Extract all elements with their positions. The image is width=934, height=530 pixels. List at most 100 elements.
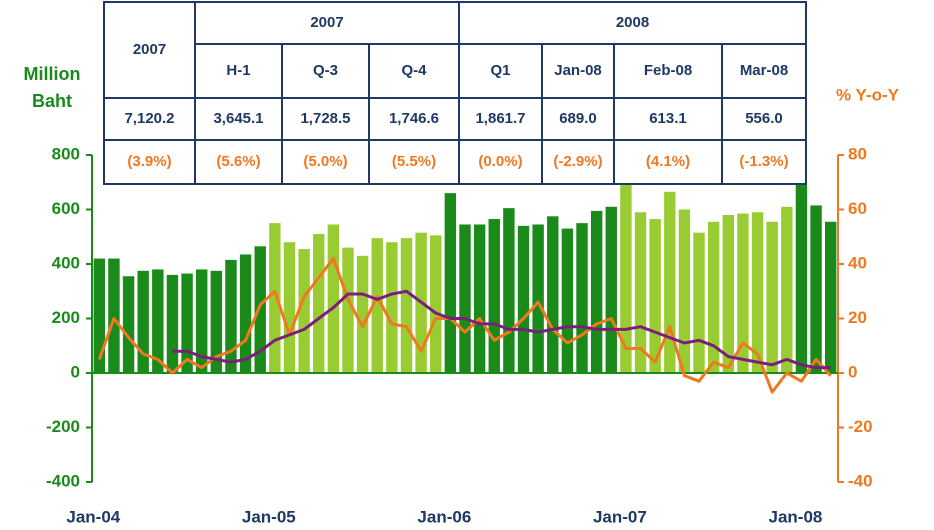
table-corner: 2007	[133, 41, 166, 58]
bar	[400, 238, 413, 373]
y2-tick-label: -20	[848, 417, 873, 436]
table-change: (5.6%)	[216, 153, 260, 170]
y-tick-label: -400	[46, 471, 80, 490]
bar	[298, 249, 310, 373]
bar	[693, 232, 705, 373]
table-column: Q-4	[401, 62, 427, 79]
bar	[210, 270, 223, 373]
x-tick-label: Jan-07	[593, 507, 647, 526]
y-tick-label: 600	[52, 199, 80, 218]
bar	[576, 223, 588, 373]
table-change: (3.9%)	[127, 153, 171, 170]
bar	[459, 224, 471, 373]
bar	[547, 216, 559, 373]
bar	[488, 219, 500, 373]
y2-tick-label: 40	[848, 253, 867, 272]
bar	[605, 206, 617, 373]
line	[97, 257, 832, 394]
table-value: 7,120.2	[124, 110, 174, 127]
bar	[532, 224, 544, 373]
table-column: Q1	[490, 62, 510, 79]
table-value: 1,861.7	[475, 110, 525, 127]
bar	[327, 224, 340, 373]
table-change: (-1.3%)	[739, 153, 788, 170]
y-tick-label: 200	[52, 308, 80, 327]
bar	[254, 246, 266, 373]
y2-tick-label: 80	[848, 144, 867, 163]
y2-tick-label: 20	[848, 308, 867, 327]
bar	[342, 247, 354, 373]
x-tick-label: Jan-05	[242, 507, 296, 526]
bar	[503, 208, 515, 373]
table-change: (5.0%)	[303, 153, 347, 170]
table-column: Mar-08	[740, 62, 788, 79]
table-column: Jan-08	[554, 62, 602, 79]
bar	[225, 259, 237, 373]
bar	[93, 258, 106, 373]
y2-axis-title: % Y-o-Y	[836, 85, 900, 104]
bar	[283, 242, 296, 373]
table-value: 3,645.1	[213, 110, 263, 127]
bar	[137, 270, 149, 373]
bar	[561, 228, 574, 373]
bar	[430, 235, 442, 373]
table-value: 689.0	[559, 110, 597, 127]
bar	[751, 212, 764, 373]
table-change: (4.1%)	[646, 153, 690, 170]
bar	[781, 206, 793, 373]
bar	[664, 191, 676, 373]
bar	[181, 273, 193, 373]
bar	[473, 224, 486, 373]
bar	[152, 269, 164, 373]
bar	[678, 209, 691, 373]
y2-tick-label: -40	[848, 471, 873, 490]
bar	[590, 210, 603, 373]
table-column: Q-3	[313, 62, 338, 79]
line	[172, 289, 831, 370]
table-change: (0.0%)	[478, 153, 522, 170]
bar	[313, 234, 325, 373]
y2-tick-label: 0	[848, 362, 857, 381]
table-value: 556.0	[745, 110, 783, 127]
y-tick-label: 0	[71, 362, 80, 381]
table-change: (5.5%)	[392, 153, 436, 170]
bar	[824, 221, 837, 373]
table-change: (-2.9%)	[553, 153, 602, 170]
bar	[239, 254, 252, 373]
bar	[517, 225, 530, 373]
table-column: H-1	[226, 62, 250, 79]
bar	[766, 221, 778, 373]
table-value: 613.1	[649, 110, 687, 127]
x-tick-label: Jan-06	[417, 507, 471, 526]
table-group: 2008	[616, 14, 649, 31]
bar	[356, 255, 369, 373]
y2-tick-label: 60	[848, 199, 867, 218]
bar	[722, 214, 734, 373]
y-axis-title: Million Baht	[24, 64, 81, 111]
y-tick-label: 400	[52, 253, 80, 272]
bar	[108, 258, 120, 373]
bar	[122, 276, 135, 373]
bar	[444, 193, 457, 373]
bar	[810, 205, 822, 373]
table-group: 2007	[310, 14, 343, 31]
table-bg	[103, 1, 807, 185]
bar	[707, 221, 720, 373]
y-tick-label: 800	[52, 144, 80, 163]
x-tick-label: Jan-04	[66, 507, 120, 526]
bar	[269, 223, 281, 373]
table-value: 1,728.5	[300, 110, 350, 127]
bar	[166, 274, 179, 373]
bar	[196, 269, 208, 373]
bar	[795, 184, 808, 373]
bar	[649, 219, 661, 373]
bar	[620, 179, 632, 373]
bar	[634, 212, 647, 373]
table-value: 1,746.6	[389, 110, 439, 127]
bar	[737, 213, 749, 373]
y-tick-label: -200	[46, 417, 80, 436]
x-tick-label: Jan-08	[768, 507, 822, 526]
bar	[386, 242, 398, 373]
bar	[371, 238, 383, 373]
